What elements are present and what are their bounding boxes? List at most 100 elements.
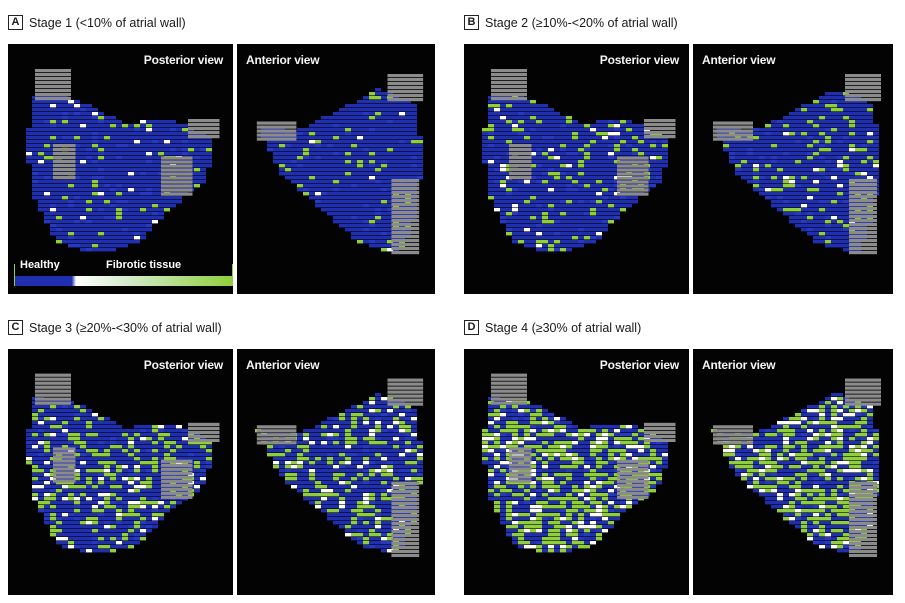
- tissue-cell: [62, 112, 68, 116]
- tissue-cell: [327, 188, 333, 192]
- tissue-cell: [831, 204, 837, 208]
- tissue-cell: [38, 124, 44, 128]
- tissue-cell: [771, 156, 777, 160]
- tissue-cell: [86, 497, 92, 501]
- tissue-cell: [771, 128, 777, 132]
- tissue-cell: [554, 176, 560, 180]
- tissue-cell: [849, 172, 855, 176]
- tissue-cell: [512, 425, 518, 429]
- tissue-cell: [831, 220, 837, 224]
- tissue-cell: [375, 409, 381, 413]
- tissue-cell: [44, 489, 50, 493]
- tissue-cell: [56, 413, 62, 417]
- tissue-cell: [369, 168, 375, 172]
- tissue-cell: [369, 425, 375, 429]
- tissue-cell: [584, 140, 590, 144]
- tissue-cell: [116, 469, 122, 473]
- tissue-cell: [116, 517, 122, 521]
- tissue-cell: [590, 224, 596, 228]
- tissue-cell: [116, 132, 122, 136]
- tissue-cell: [741, 144, 747, 148]
- vein-region: [161, 475, 193, 479]
- tissue-cell: [837, 144, 843, 148]
- tissue-cell: [849, 132, 855, 136]
- tissue-cell: [417, 164, 423, 168]
- tissue-cell: [363, 481, 369, 485]
- tissue-cell: [158, 144, 164, 148]
- tissue-cell: [339, 525, 345, 529]
- tissue-cell: [327, 441, 333, 445]
- stage-c-anterior-map: [255, 378, 424, 558]
- tissue-cell: [381, 541, 387, 545]
- tissue-cell: [411, 172, 417, 176]
- tissue-cell: [38, 128, 44, 132]
- tissue-cell: [74, 433, 80, 437]
- tissue-cell: [518, 188, 524, 192]
- tissue-cell: [626, 124, 632, 128]
- tissue-cell: [357, 489, 363, 493]
- tissue-cell: [554, 429, 560, 433]
- tissue-cell: [405, 108, 411, 112]
- tissue-cell: [116, 224, 122, 228]
- tissue-cell: [327, 513, 333, 517]
- tissue-cell: [273, 152, 279, 156]
- tissue-cell: [560, 164, 566, 168]
- tissue-cell: [339, 184, 345, 188]
- tissue-cell: [405, 176, 411, 180]
- tissue-cell: [375, 184, 381, 188]
- tissue-cell: [44, 405, 50, 409]
- tissue-cell: [297, 184, 303, 188]
- tissue-cell: [855, 172, 861, 176]
- tissue-cell: [387, 417, 393, 421]
- tissue-cell: [861, 132, 867, 136]
- tissue-cell: [92, 533, 98, 537]
- tissue-cell: [771, 172, 777, 176]
- vein-region: [849, 187, 877, 191]
- tissue-cell: [116, 461, 122, 465]
- stage-b-anterior-panel: Anterior view: [693, 44, 893, 294]
- tissue-cell: [104, 204, 110, 208]
- tissue-cell: [80, 453, 86, 457]
- tissue-cell: [110, 513, 116, 517]
- tissue-cell: [327, 493, 333, 497]
- tissue-cell: [578, 232, 584, 236]
- tissue-cell: [542, 437, 548, 441]
- tissue-cell: [44, 172, 50, 176]
- tissue-cell: [116, 497, 122, 501]
- tissue-cell: [765, 148, 771, 152]
- tissue-cell: [375, 240, 381, 244]
- tissue-cell: [482, 156, 488, 160]
- tissue-cell: [194, 148, 200, 152]
- tissue-cell: [783, 160, 789, 164]
- tissue-cell: [339, 220, 345, 224]
- tissue-cell: [357, 168, 363, 172]
- vein-region: [391, 489, 420, 494]
- tissue-cell: [104, 517, 110, 521]
- tissue-cell: [584, 124, 590, 128]
- tissue-cell: [375, 525, 381, 529]
- tissue-cell: [548, 216, 554, 220]
- tissue-cell: [122, 224, 128, 228]
- tissue-cell: [488, 168, 494, 172]
- stage-a-label: A Stage 1 (<10% of atrial wall): [8, 15, 186, 30]
- tissue-cell: [357, 461, 363, 465]
- tissue-cell: [80, 144, 86, 148]
- tissue-cell: [771, 168, 777, 172]
- tissue-cell: [80, 429, 86, 433]
- tissue-cell: [327, 184, 333, 188]
- tissue-cell: [488, 192, 494, 196]
- tissue-cell: [843, 160, 849, 164]
- vein-region: [713, 125, 753, 129]
- tissue-cell: [140, 224, 146, 228]
- tissue-cell: [369, 120, 375, 124]
- tissue-cell: [110, 196, 116, 200]
- tissue-cell: [134, 196, 140, 200]
- tissue-cell: [560, 204, 566, 208]
- tissue-cell: [62, 421, 68, 425]
- tissue-cell: [327, 453, 333, 457]
- tissue-cell: [566, 204, 572, 208]
- tissue-cell: [602, 172, 608, 176]
- tissue-cell: [110, 148, 116, 152]
- tissue-cell: [351, 180, 357, 184]
- tissue-cell: [62, 453, 68, 457]
